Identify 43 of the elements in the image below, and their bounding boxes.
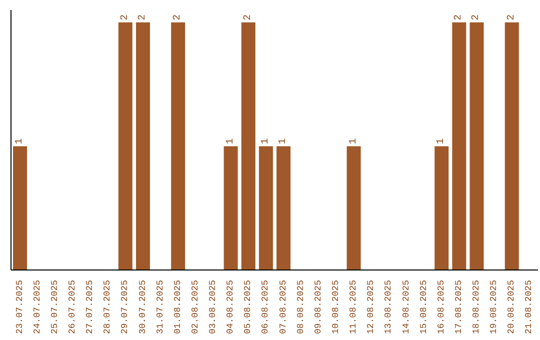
x-tick-label: 01.08.2025 — [172, 280, 183, 334]
x-tick-label: 27.07.2025 — [85, 280, 96, 334]
data-label: 1 — [436, 138, 448, 144]
x-tick-label: 16.08.2025 — [436, 280, 446, 334]
data-label: 1 — [14, 138, 26, 144]
data-label: 1 — [225, 138, 236, 144]
x-tick-label: 07.08.2025 — [278, 280, 288, 334]
x-tick-label: 12.08.2025 — [366, 280, 376, 334]
data-label: 2 — [471, 14, 482, 20]
x-tick-label: 31.07.2025 — [155, 280, 166, 334]
x-tick-label: 13.08.2025 — [384, 280, 394, 334]
data-label: 1 — [278, 138, 289, 144]
x-tick-label: 24.07.2025 — [32, 280, 42, 334]
x-tick-label: 03.08.2025 — [208, 280, 218, 334]
x-tick-label: 04.08.2025 — [226, 280, 236, 334]
x-tick-label: 02.08.2025 — [190, 280, 200, 334]
data-label: 2 — [120, 14, 131, 20]
x-tick-label: 18.08.2025 — [472, 280, 482, 334]
x-tick-label: 15.08.2025 — [418, 280, 429, 334]
x-tick-label: 05.08.2025 — [243, 280, 254, 334]
x-tick-label: 09.08.2025 — [313, 280, 324, 334]
data-label: 2 — [137, 14, 148, 20]
x-tick-label: 11.08.2025 — [348, 280, 359, 334]
x-tick-label: 26.07.2025 — [67, 280, 78, 334]
x-tick-label: 30.07.2025 — [138, 280, 148, 334]
x-tick-label: 08.08.2025 — [296, 280, 306, 334]
x-tick-label: 17.08.2025 — [454, 280, 464, 334]
x-tick-label: 28.07.2025 — [102, 280, 113, 334]
x-tick-label: 25.07.2025 — [50, 280, 60, 334]
data-label: 2 — [172, 14, 184, 20]
x-tick-label: 06.08.2025 — [260, 280, 271, 334]
x-tick-label: 29.07.2025 — [120, 280, 130, 334]
x-tick-label: 20.08.2025 — [506, 280, 517, 334]
data-label: 2 — [454, 14, 465, 20]
x-tick-label: 23.07.2025 — [14, 280, 25, 334]
x-tick-label: 19.08.2025 — [489, 280, 500, 334]
x-tick-label: 14.08.2025 — [401, 280, 412, 334]
data-label: 2 — [506, 14, 518, 20]
data-label: 1 — [260, 138, 272, 144]
x-tick-label: 21.08.2025 — [524, 280, 534, 334]
data-label: 2 — [242, 14, 254, 20]
data-label: 1 — [348, 138, 360, 144]
x-tick-label: 10.08.2025 — [330, 280, 341, 334]
